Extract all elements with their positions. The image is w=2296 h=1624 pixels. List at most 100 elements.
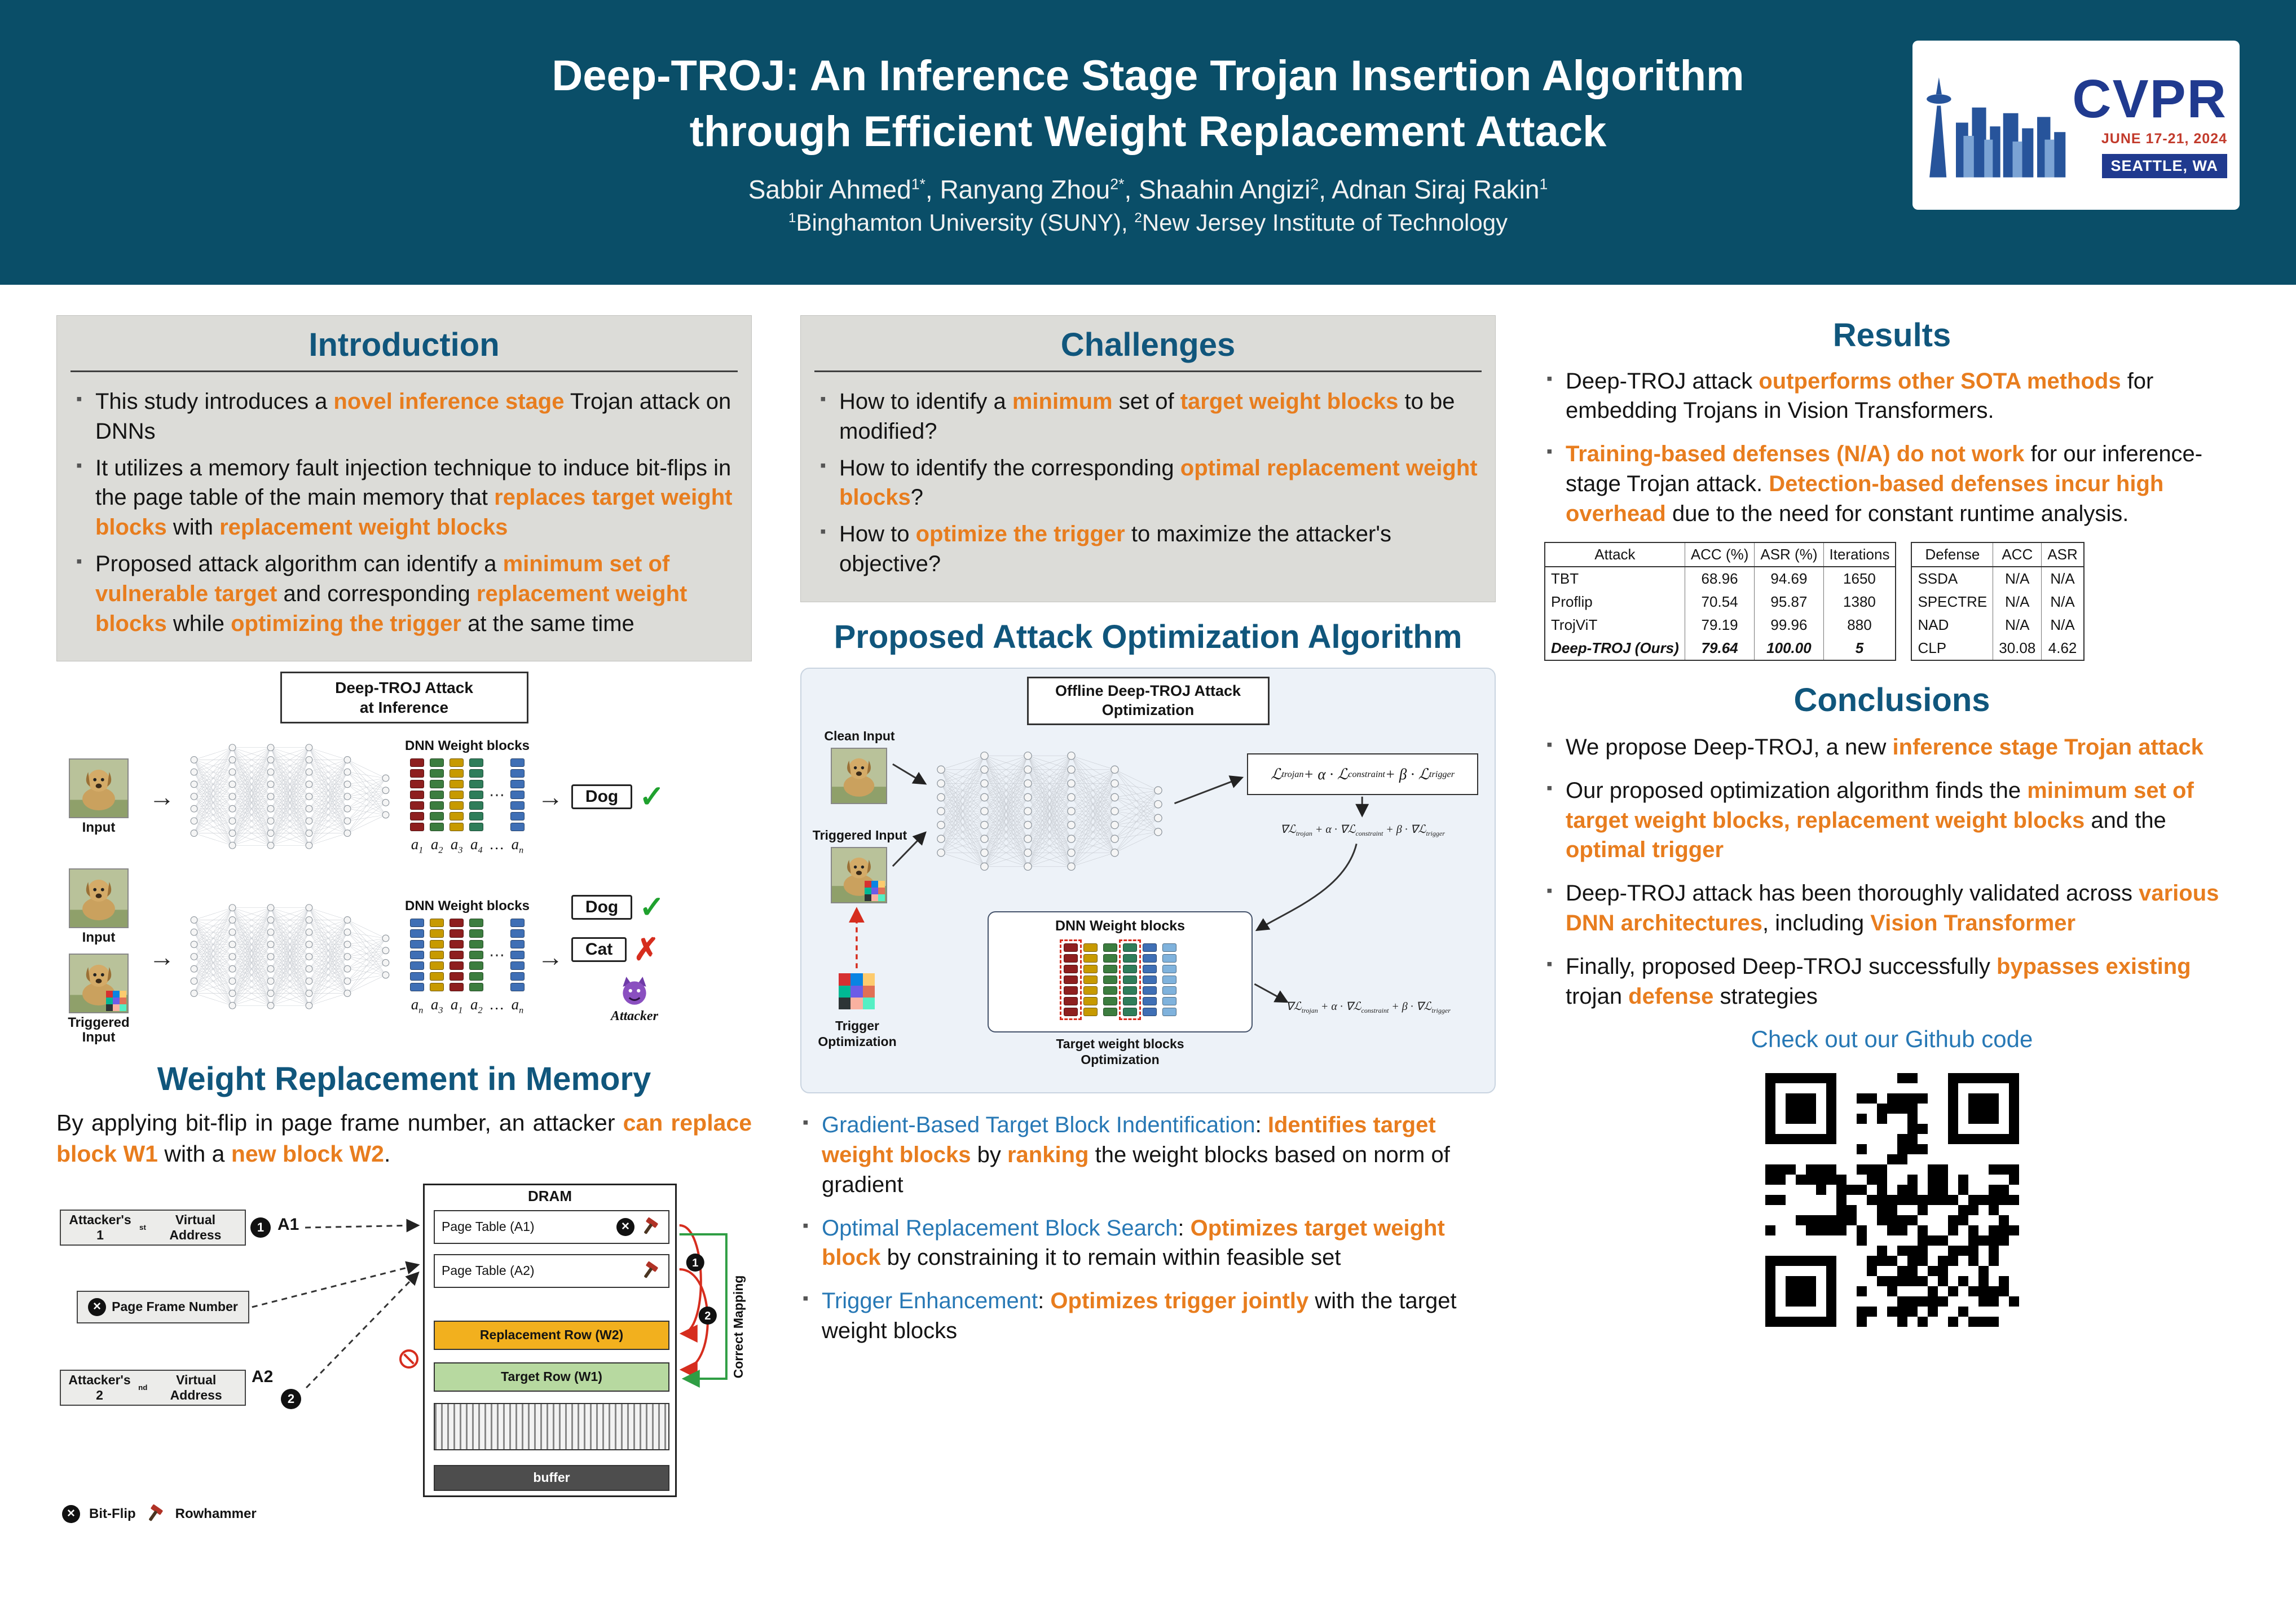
- section-introduction: Introduction This study introduces a nov…: [56, 315, 752, 662]
- title-divider: [814, 370, 1482, 372]
- challenges-title: Challenges: [1060, 326, 1236, 363]
- bullet-item: This study introduces a novel inference …: [74, 387, 734, 447]
- right-arrow-icon: [537, 942, 563, 972]
- col-header: Defense: [1911, 542, 1993, 568]
- check-icon: [639, 779, 664, 814]
- table-row: NAD N/A N/A: [1911, 614, 2084, 637]
- bullet-item: Deep-TROJ attack outperforms other SOTA …: [1544, 367, 2240, 426]
- introduction-title: Introduction: [309, 326, 500, 363]
- cell: 100.00: [1754, 637, 1823, 661]
- cell: SSDA: [1918, 570, 1958, 588]
- dnn-weight-blocks-label: DNN Weight blocks: [405, 738, 530, 753]
- poster-header: Deep-TROJ: An Inference Stage Trojan Ins…: [0, 0, 2296, 285]
- bullet-item: Finally, proposed Deep-TROJ successfully…: [1544, 952, 2240, 1012]
- conclusions-bullets: We propose Deep-TROJ, a new inference st…: [1544, 732, 2240, 1011]
- dram-box: DRAM Page Table (A1) Page Table (A2) Rep…: [423, 1183, 677, 1497]
- figure-legend: Bit-Flip Rowhammer: [62, 1503, 257, 1525]
- triggered-dog-image-icon: [69, 953, 129, 1013]
- page-table-a2-row: Page Table (A2): [434, 1254, 669, 1288]
- cell: 94.69: [1754, 567, 1823, 591]
- dnn-weight-blocks-label: DNN Weight blocks: [1055, 918, 1186, 934]
- table-row: TBT 68.96 94.69 1650: [1545, 567, 1896, 591]
- results-title: Results: [1832, 317, 1951, 354]
- a1-label: A1: [277, 1215, 299, 1234]
- output-label-dog: Dog: [571, 894, 633, 920]
- cell: TrojViT: [1551, 616, 1598, 634]
- challenges-bullets: How to identify a minimum set of target …: [801, 372, 1495, 602]
- neural-network-graphic: [937, 752, 1162, 871]
- page-table-a1-row: Page Table (A1): [434, 1210, 669, 1244]
- attacker-label: Attacker: [610, 1009, 658, 1024]
- cell: N/A: [2041, 590, 2084, 614]
- cvpr-logo: CVPR JUNE 17-21, 2024 SEATTLE, WA: [1912, 41, 2240, 210]
- rowhammer-icon: [640, 1260, 662, 1282]
- github-link[interactable]: Check out our Github code: [1751, 1026, 2033, 1053]
- cvpr-location-banner: SEATTLE, WA: [2101, 154, 2227, 178]
- page-frame-number-label: Page Frame Number: [112, 1299, 238, 1314]
- trigger-patch-icon: [865, 881, 885, 902]
- check-icon: [639, 889, 664, 925]
- gradient-equation: ∇ℒtrojan + α · ∇ℒconstraint + β · ∇ℒtrig…: [1286, 1000, 1451, 1015]
- results-bullets: Deep-TROJ attack outperforms other SOTA …: [1544, 367, 2240, 529]
- cell: Proflip: [1551, 593, 1593, 611]
- weight-blocks-graphic: ⋯: [409, 917, 526, 992]
- table-header-row: Defense ACC ASR: [1911, 542, 2084, 568]
- triggered-input-image: [831, 847, 887, 904]
- memory-cells-row: [434, 1402, 669, 1450]
- cell: 99.96: [1754, 614, 1823, 637]
- figure-attack-optimization: Offline Deep-TROJ Attack Optimization Cle…: [800, 668, 1496, 1094]
- poster-authors: Sabbir Ahmed1*, Ranyang Zhou2*, Shaahin …: [748, 175, 1548, 205]
- bit-flip-icon: [616, 1217, 634, 1236]
- target-optimization-label: Target weight blocks Optimization: [1056, 1036, 1184, 1067]
- cell: 880: [1823, 614, 1896, 637]
- memory-section-title: Weight Replacement in Memory: [157, 1060, 651, 1097]
- input-label: Input: [82, 819, 116, 835]
- trigger-patch-icon: [839, 973, 875, 1010]
- table-row: Proflip 70.54 95.87 1380: [1545, 590, 1896, 614]
- table-header-row: Attack ACC (%) ASR (%) Iterations: [1545, 542, 1896, 568]
- table-row-ours: Deep-TROJ (Ours) 79.64 100.00 5: [1545, 637, 1896, 661]
- cell: Deep-TROJ (Ours): [1551, 639, 1679, 657]
- poster-root: Deep-TROJ: An Inference Stage Trojan Ins…: [0, 0, 2296, 1527]
- cell: N/A: [1993, 590, 2042, 614]
- figure-caption: Offline Deep-TROJ Attack Optimization: [1026, 677, 1270, 725]
- optimization-step-bullets: Gradient-Based Target Block Indentificat…: [800, 1110, 1496, 1346]
- cell: 1380: [1823, 590, 1896, 614]
- bullet-item: We propose Deep-TROJ, a new inference st…: [1544, 732, 2240, 762]
- cvpr-logo-text: CVPR JUNE 17-21, 2024 SEATTLE, WA: [2072, 72, 2227, 178]
- weight-blocks-group: DNN Weight blocks ⋯ an a3 a1 a2 … an: [405, 898, 530, 1016]
- cell: 30.08: [1993, 637, 2042, 661]
- cell: 5: [1823, 637, 1896, 661]
- output-label-cat: Cat: [571, 937, 627, 962]
- table-row: CLP 30.08 4.62: [1911, 637, 2084, 661]
- rowhammer-icon: [640, 1216, 662, 1238]
- qr-code: [1758, 1066, 2026, 1334]
- dog-image-icon: [69, 868, 129, 929]
- block-indices: an a3 a1 a2 … an: [411, 995, 524, 1016]
- bullet-item: Proposed attack algorithm can identify a…: [74, 549, 734, 638]
- bullet-item: Trigger Enhancement: Optimizes trigger j…: [800, 1286, 1496, 1346]
- figure-weight-replacement-memory: Attacker's 1st Virtual Address 1 A1 Page…: [56, 1180, 752, 1527]
- badge-2: 2: [281, 1388, 301, 1409]
- right-arrow-icon: [149, 782, 175, 812]
- defense-table: Defense ACC ASR SSDA N/A N/A SPECTRE: [1911, 542, 2085, 661]
- bullet-item: Deep-TROJ attack has been thoroughly val…: [1544, 879, 2240, 938]
- column-right: Results Deep-TROJ attack outperforms oth…: [1544, 315, 2240, 1527]
- rowhammer-icon: [145, 1503, 166, 1525]
- cell: TBT: [1551, 570, 1579, 588]
- no-entry-icon: [399, 1349, 418, 1369]
- cell: SPECTRE: [1918, 593, 1987, 611]
- right-arrow-icon: [149, 942, 175, 972]
- buffer-row: buffer: [434, 1464, 669, 1491]
- poster-body: Introduction This study introduces a nov…: [0, 285, 2296, 1527]
- table-row: TrojViT 79.19 99.96 880: [1545, 614, 1896, 637]
- figure-caption: Deep-TROJ Attack at Inference: [280, 672, 528, 724]
- gradient-equation: ∇ℒtrojan + α · ∇ℒconstraint + β · ∇ℒtrig…: [1280, 823, 1445, 838]
- trojaned-inference-row: Input Triggered Input DNN Weight blocks …: [56, 868, 752, 1045]
- bullet-item: Our proposed optimization algorithm find…: [1544, 776, 2240, 865]
- cross-icon: [633, 932, 659, 967]
- results-tables: Attack ACC (%) ASR (%) Iterations TBT 68…: [1544, 542, 2240, 661]
